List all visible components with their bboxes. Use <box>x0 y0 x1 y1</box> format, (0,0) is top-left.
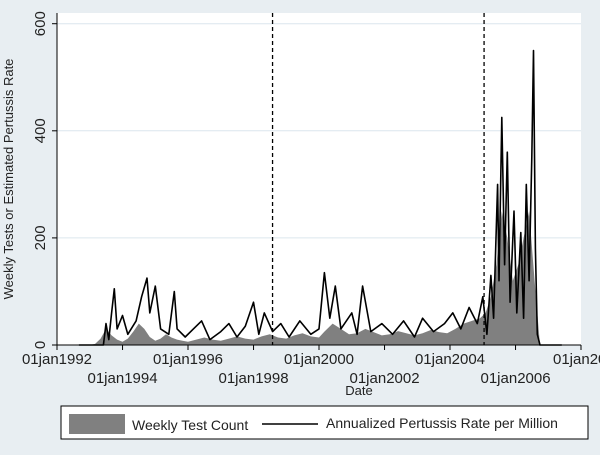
y-tick-label-200: 200 <box>32 225 49 250</box>
x-tick-label-01jan1996: 01jan1996 <box>153 351 223 368</box>
x-tick-label-01jan2008: 01jan2008 <box>553 351 600 368</box>
y-tick-label-0: 0 <box>32 341 49 349</box>
reference-lines <box>271 13 485 345</box>
x-tick-label-01jan1992: 01jan1992 <box>22 351 92 368</box>
x-tick-label-01jan1994: 01jan1994 <box>88 370 158 387</box>
series-layer <box>78 49 562 346</box>
x-tick-label-01jan2002: 01jan2002 <box>350 370 420 387</box>
series-area-weekly-test-count <box>78 211 562 345</box>
y-tick-label-600: 600 <box>32 11 49 36</box>
x-tick-label-01jan1998: 01jan1998 <box>219 370 289 387</box>
y-axis-title: Weekly Tests or Estimated Pertussis Rate <box>1 59 16 300</box>
series-line-pertussis-rate <box>78 49 562 346</box>
legend-swatch-weekly-test-count <box>69 414 125 434</box>
x-axis-title: Date <box>345 383 372 398</box>
legend-label-weekly-test-count: Weekly Test Count <box>132 417 248 433</box>
axes: 0 200 400 600 01jan1992 01jan1994 01jan1996 01j… <box>22 11 600 387</box>
x-tick-label-01jan2004: 01jan2004 <box>415 351 485 368</box>
legend: Weekly Test Count Annualized Pertussis R… <box>60 405 589 440</box>
x-tick-label-01jan2006: 01jan2006 <box>481 370 551 387</box>
x-tick-label-01jan2000: 01jan2000 <box>284 351 354 368</box>
y-tick-label-400: 400 <box>32 118 49 143</box>
legend-label-pertussis-rate: Annualized Pertussis Rate per Million <box>326 415 558 431</box>
legend-box <box>60 405 589 440</box>
